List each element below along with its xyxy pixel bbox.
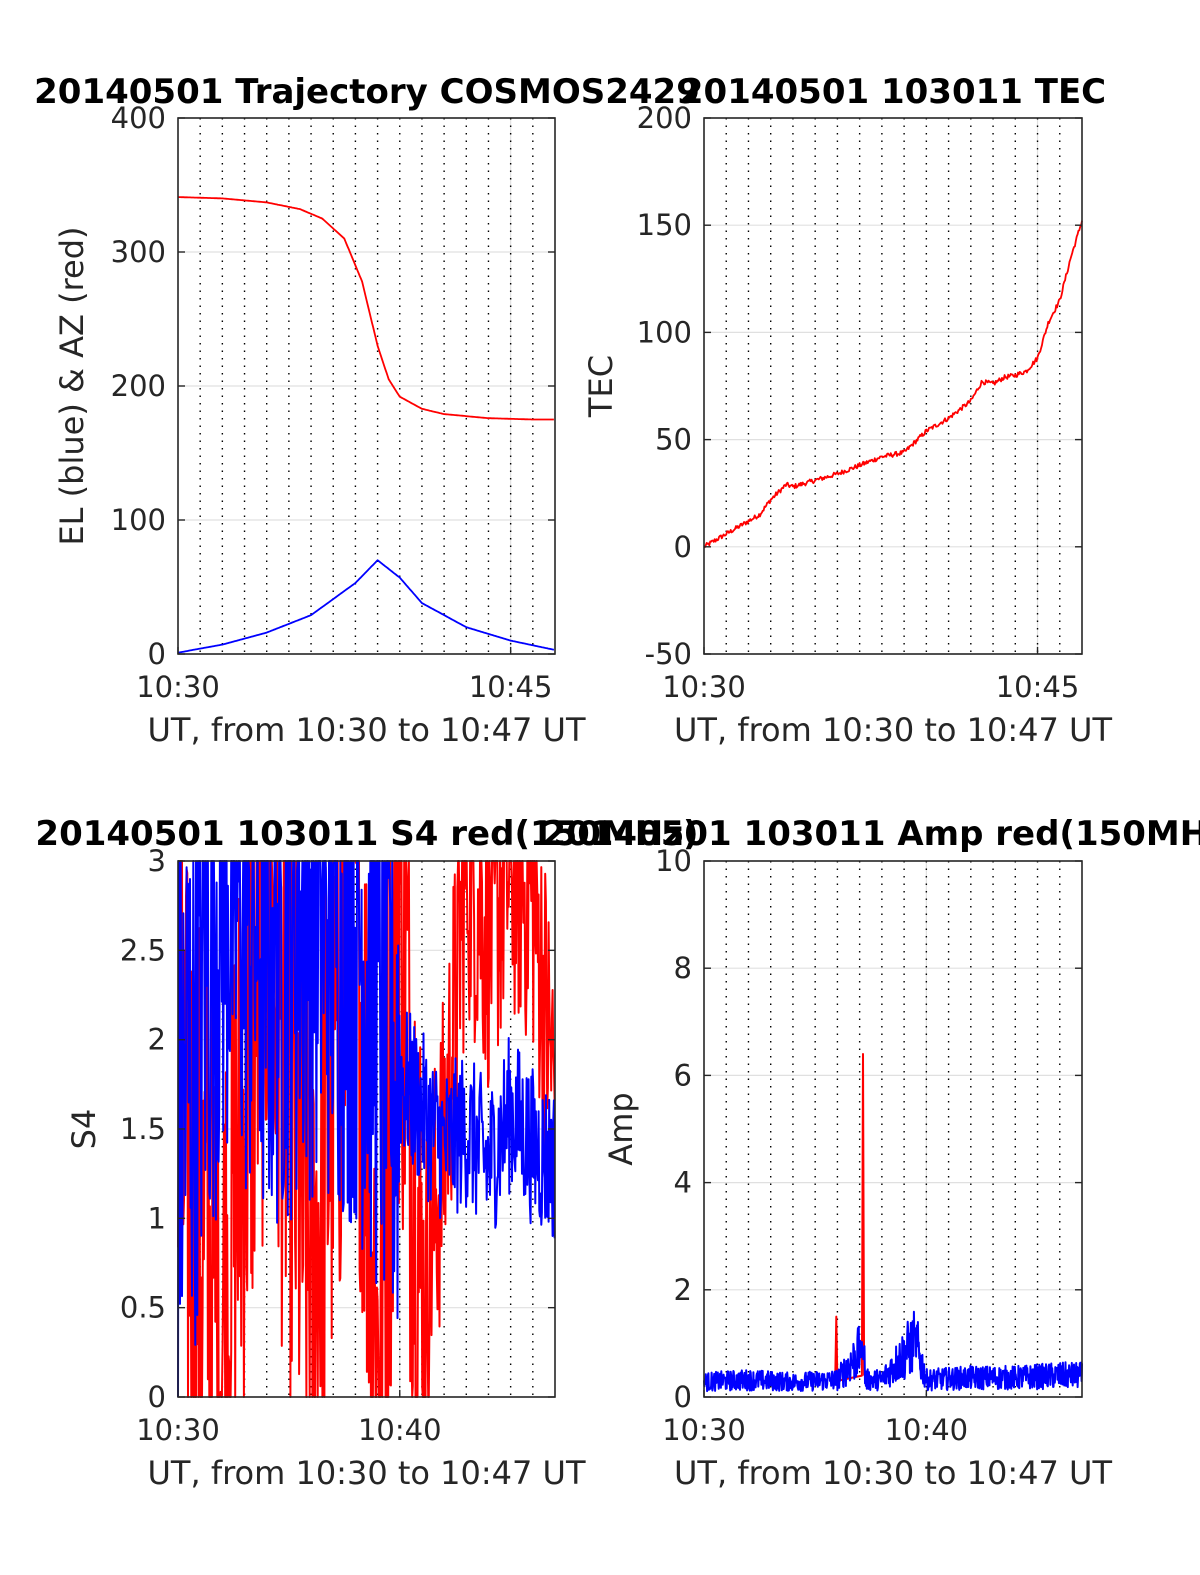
y-tick-label: -50 (645, 637, 692, 671)
y-tick-label: 1.5 (120, 1112, 166, 1146)
plot-area (704, 118, 1082, 654)
y-tick-label: 0 (148, 1380, 166, 1414)
chart-title: 20140501 103011 S4 red(150MHz) (35, 814, 698, 854)
series-line-1 (178, 196, 554, 421)
chart-title: 20140501 Trajectory COSMOS2429 (34, 72, 700, 112)
y-tick-label: 200 (637, 101, 692, 135)
x-tick-label: 10:30 (136, 670, 220, 704)
y-tick-label: 2.5 (120, 933, 166, 967)
plot-area (704, 861, 1082, 1397)
y-axis-label: Amp (602, 1092, 640, 1165)
x-axis-label: UT, from 10:30 to 10:47 UT (674, 1454, 1112, 1492)
chart-title: 20140501 103011 TEC (680, 72, 1106, 112)
y-tick-label: 8 (674, 951, 692, 985)
y-tick-label: 2 (148, 1023, 166, 1057)
y-tick-label: 400 (111, 101, 166, 135)
y-tick-label: 10 (655, 844, 692, 878)
y-tick-label: 50 (655, 423, 692, 457)
y-tick-label: 2 (674, 1273, 692, 1307)
y-tick-label: 150 (637, 208, 692, 242)
x-axis-label: UT, from 10:30 to 10:47 UT (148, 711, 586, 749)
y-tick-label: 0.5 (120, 1291, 166, 1325)
chart-panel-2: -50 0 50 100 150 200 10:30 10:45 UT, from 10:30 … (582, 72, 1112, 749)
x-tick-label: 10:30 (662, 670, 746, 704)
x-tick-label: 10:45 (469, 670, 553, 704)
y-tick-label: 100 (111, 503, 166, 537)
y-tick-label: 6 (674, 1058, 692, 1092)
chart-title: 20140501 103011 Amp red(150MHz) (542, 814, 1200, 854)
x-tick-label: 10:45 (996, 670, 1080, 704)
y-axis-label: EL (blue) & AZ (red) (53, 226, 91, 545)
y-axis-label: S4 (65, 1109, 103, 1150)
y-tick-label: 200 (111, 369, 166, 403)
axes-frame (703, 117, 1083, 655)
chart-panel-4: 0 2 4 6 8 10 10:30 10:40 UT, from 10:30 to 10:47… (542, 814, 1200, 1492)
series-line-2 (703, 1310, 1083, 1393)
chart-panel-3: 0 0.5 1 1.5 2 2.5 3 10:30 10:40 UT, from 10:30 to… (35, 814, 698, 1492)
x-tick-label: 10:30 (136, 1413, 220, 1447)
axes-frame (703, 860, 1083, 1398)
y-tick-label: 100 (637, 315, 692, 349)
x-axis-label: UT, from 10:30 to 10:47 UT (674, 711, 1112, 749)
y-tick-label: 0 (674, 1380, 692, 1414)
y-tick-label: 4 (674, 1166, 692, 1200)
x-tick-label: 10:40 (885, 1413, 969, 1447)
y-tick-label: 3 (148, 844, 166, 878)
chart-panel-1: 0 100 200 300 400 10:30 10:45 UT, from 10:30 to… (34, 72, 700, 749)
y-tick-label: 1 (148, 1201, 166, 1235)
x-tick-label: 10:30 (662, 1413, 746, 1447)
series-line-2 (177, 559, 555, 654)
series-line-1 (703, 220, 1083, 549)
y-tick-label: 0 (674, 530, 692, 564)
series-line-1 (177, 860, 556, 1398)
y-axis-label: TEC (582, 355, 620, 418)
y-tick-label: 0 (148, 637, 166, 671)
x-tick-label: 10:40 (358, 1413, 442, 1447)
series-line-2 (177, 860, 556, 1398)
y-tick-label: 300 (111, 235, 166, 269)
x-axis-label: UT, from 10:30 to 10:47 UT (148, 1454, 586, 1492)
